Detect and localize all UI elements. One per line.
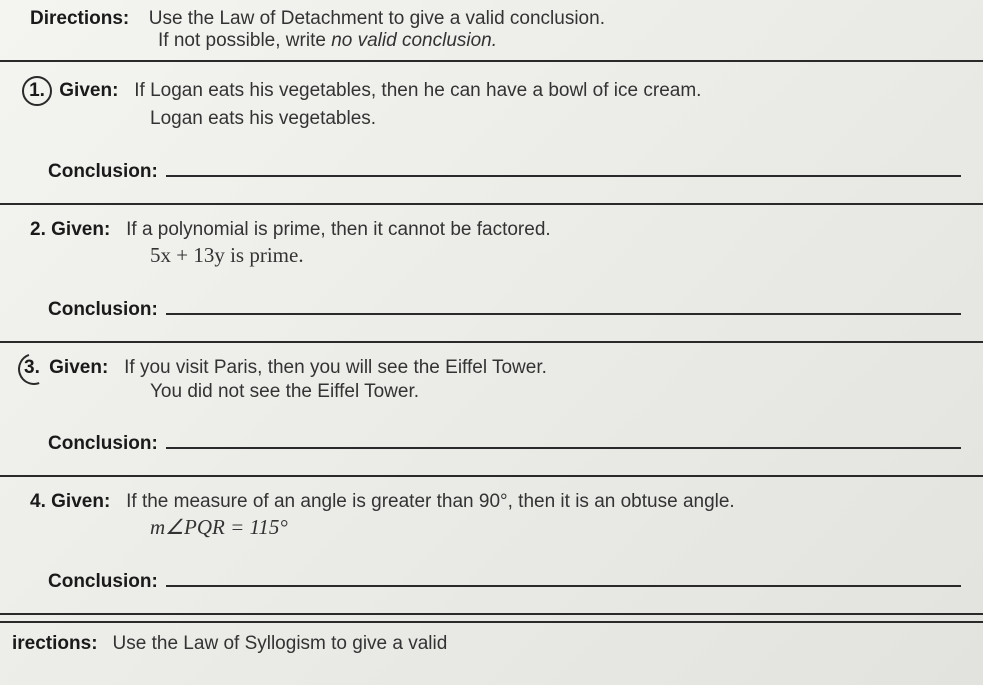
problem-2: 2. Given: If a polynomial is prime, then… xyxy=(0,205,983,343)
problem-3-number: 3. xyxy=(24,357,40,379)
problem-2-conclusion-label: Conclusion: xyxy=(48,299,158,321)
problem-2-given-label: Given: xyxy=(51,219,110,240)
problem-3-line2: You did not see the Eiffel Tower. xyxy=(150,381,961,403)
problem-1-given: 1. Given: If Logan eats his vegetables, … xyxy=(30,76,961,106)
problem-4-line2-text: m∠PQR = 115° xyxy=(150,515,288,539)
problem-2-conclusion: Conclusion: xyxy=(48,292,961,321)
problem-3-given: 3. Given: If you visit Paris, then you w… xyxy=(30,357,961,379)
directions-line1: Directions: Use the Law of Detachment to… xyxy=(30,8,961,30)
problem-1-line2: Logan eats his vegetables. xyxy=(150,108,961,130)
problem-3-answer-line[interactable] xyxy=(166,427,961,450)
problem-4-conclusion-label: Conclusion: xyxy=(48,571,158,593)
problem-1: 1. Given: If Logan eats his vegetables, … xyxy=(0,62,983,205)
problem-1-line1-text: If Logan eats his vegetables, then he ca… xyxy=(134,80,701,101)
directions-text2a: If not possible, write xyxy=(158,30,331,51)
footer-text-inner: Use the Law of Syllogism to give a valid xyxy=(113,633,448,654)
problem-1-conclusion-label: Conclusion: xyxy=(48,161,158,183)
problem-3: 3. Given: If you visit Paris, then you w… xyxy=(0,343,983,478)
directions-line2: If not possible, write no valid conclusi… xyxy=(158,30,961,52)
problem-2-answer-line[interactable] xyxy=(166,292,961,315)
problem-3-conclusion: Conclusion: xyxy=(48,427,961,456)
problem-3-conclusion-label: Conclusion: xyxy=(48,433,158,455)
problem-2-line2: 5x + 13y is prime. xyxy=(150,243,961,268)
footer-row: irections: Use the Law of Syllogism to g… xyxy=(0,621,983,655)
problem-1-number: 1. xyxy=(22,76,52,106)
problem-2-number: 2. xyxy=(30,219,46,240)
problem-2-line2-text: 5x + 13y is prime. xyxy=(150,243,304,267)
problem-1-line1: If Logan eats his vegetables, then he ca… xyxy=(124,80,702,101)
footer-text: Use the Law of Syllogism to give a valid xyxy=(102,633,447,654)
directions-text1 xyxy=(134,8,145,29)
problem-4-conclusion: Conclusion: xyxy=(48,564,961,593)
problem-4-number: 4. xyxy=(30,491,46,512)
directions-body1: Use the Law of Detachment to give a vali… xyxy=(149,8,605,29)
problem-1-answer-line[interactable] xyxy=(166,154,961,177)
problem-4-line1-text: If the measure of an angle is greater th… xyxy=(126,491,735,512)
problem-4-answer-line[interactable] xyxy=(166,564,961,587)
problem-4-line2: m∠PQR = 115° xyxy=(150,515,961,540)
problem-4-given: 4. Given: If the measure of an angle is … xyxy=(30,491,961,513)
problem-1-conclusion: Conclusion: xyxy=(48,154,961,183)
problem-2-line1-text: If a polynomial is prime, then it cannot… xyxy=(126,219,551,240)
problem-3-given-label: Given: xyxy=(49,357,108,378)
problem-2-given: 2. Given: If a polynomial is prime, then… xyxy=(30,219,961,241)
problem-3-line1-text: If you visit Paris, then you will see th… xyxy=(124,357,547,378)
problem-4: 4. Given: If the measure of an angle is … xyxy=(0,477,983,615)
problem-1-given-label: Given: xyxy=(59,80,118,101)
directions-text2b: no valid conclusion. xyxy=(331,30,497,51)
directions-row: Directions: Use the Law of Detachment to… xyxy=(0,0,983,62)
problem-4-given-label: Given: xyxy=(51,491,110,512)
problem-4-line1: If the measure of an angle is greater th… xyxy=(116,491,735,512)
directions-label: Directions: xyxy=(30,8,129,29)
problem-2-line1: If a polynomial is prime, then it cannot… xyxy=(116,219,551,240)
worksheet-page: Directions: Use the Law of Detachment to… xyxy=(0,0,983,685)
problem-3-line1: If you visit Paris, then you will see th… xyxy=(114,357,547,378)
footer-label: irections: xyxy=(12,633,98,654)
